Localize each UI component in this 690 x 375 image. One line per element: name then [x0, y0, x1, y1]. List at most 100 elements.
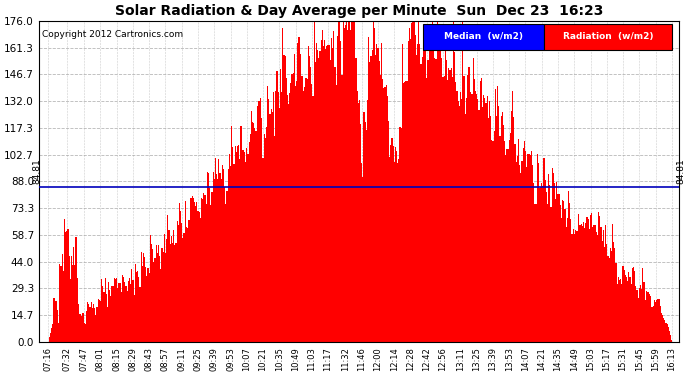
Bar	[519, 165, 520, 342]
Bar	[296, 81, 297, 342]
Bar	[153, 262, 155, 342]
Bar	[643, 282, 644, 342]
Bar	[507, 149, 509, 342]
Bar	[600, 227, 602, 342]
Bar	[322, 30, 323, 342]
Bar	[290, 82, 291, 342]
Bar	[166, 239, 167, 342]
Bar	[229, 154, 230, 342]
Bar	[602, 241, 603, 342]
Bar	[538, 163, 539, 342]
Bar	[184, 233, 185, 342]
Bar	[664, 320, 665, 342]
Bar	[379, 61, 380, 342]
FancyBboxPatch shape	[544, 24, 672, 50]
Bar	[272, 112, 273, 342]
Bar	[670, 335, 671, 342]
Bar	[533, 183, 534, 342]
Bar	[78, 304, 79, 342]
Bar	[161, 248, 163, 342]
Bar	[537, 154, 538, 342]
Bar	[253, 123, 255, 342]
Bar	[586, 217, 588, 342]
Bar	[355, 58, 357, 342]
Bar	[172, 243, 173, 342]
Bar	[68, 256, 70, 342]
Bar	[282, 28, 284, 342]
Bar	[323, 46, 324, 342]
Bar	[262, 158, 264, 342]
Bar	[547, 204, 548, 342]
Bar	[529, 155, 531, 342]
Bar	[157, 254, 158, 342]
Bar	[326, 45, 328, 342]
Bar	[612, 224, 613, 342]
Bar	[138, 277, 139, 342]
Bar	[377, 48, 379, 342]
Bar	[584, 228, 585, 342]
Bar	[502, 112, 503, 342]
Bar	[204, 195, 206, 342]
Bar	[320, 40, 322, 342]
Bar	[640, 285, 641, 342]
Bar	[274, 136, 275, 342]
Bar	[580, 225, 581, 342]
Bar	[196, 202, 197, 342]
Bar	[568, 191, 569, 342]
Bar	[580, 224, 582, 342]
Bar	[478, 110, 480, 342]
Bar	[195, 206, 196, 342]
Bar	[493, 131, 495, 342]
Bar	[386, 96, 388, 342]
Bar	[451, 68, 452, 342]
Bar	[156, 245, 157, 342]
Bar	[461, 99, 462, 342]
Bar	[217, 178, 218, 342]
Bar	[632, 267, 633, 342]
Bar	[388, 120, 389, 342]
Bar	[457, 101, 459, 342]
Bar	[671, 340, 672, 342]
Bar	[266, 128, 267, 342]
Bar	[571, 234, 573, 342]
Bar	[236, 152, 237, 342]
Bar	[437, 21, 438, 342]
Bar	[435, 59, 437, 342]
Bar	[268, 99, 269, 342]
Bar	[474, 79, 475, 342]
Bar	[517, 156, 518, 342]
Bar	[437, 39, 439, 342]
Bar	[658, 298, 660, 342]
Bar	[496, 116, 497, 342]
Bar	[258, 101, 259, 342]
Bar	[412, 21, 413, 342]
Bar	[247, 154, 248, 342]
Bar	[375, 54, 376, 342]
Bar	[607, 256, 609, 342]
Bar	[546, 192, 547, 342]
Bar	[374, 28, 375, 342]
Bar	[484, 98, 486, 342]
Bar	[83, 323, 85, 342]
Bar	[108, 282, 109, 342]
Bar	[434, 58, 435, 342]
Text: Radiation  (w/m2): Radiation (w/m2)	[563, 32, 653, 41]
Bar	[144, 257, 145, 342]
Bar	[88, 304, 90, 342]
Bar	[302, 76, 303, 342]
Bar	[87, 302, 88, 342]
Bar	[228, 169, 229, 342]
Bar	[585, 223, 586, 342]
Bar	[526, 167, 527, 342]
Bar	[614, 248, 615, 342]
Bar	[75, 237, 77, 342]
Bar	[497, 86, 498, 342]
Bar	[655, 302, 656, 342]
Bar	[52, 324, 53, 342]
Bar	[279, 108, 280, 342]
Bar	[515, 162, 517, 342]
Bar	[466, 98, 467, 342]
Bar	[129, 278, 130, 342]
Bar	[94, 308, 95, 342]
Bar	[394, 162, 395, 342]
